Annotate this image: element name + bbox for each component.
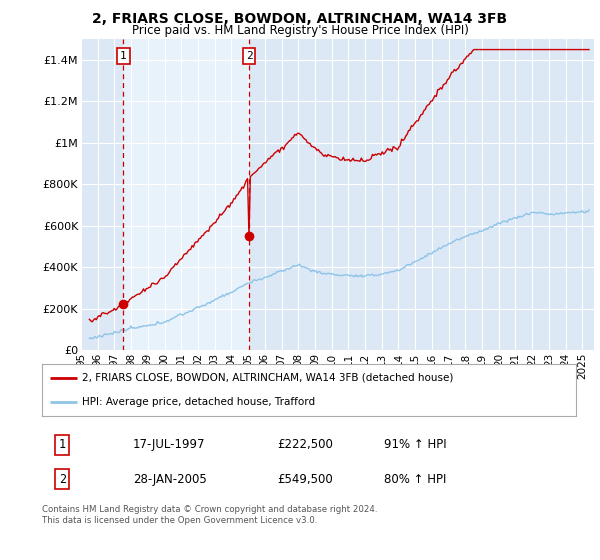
Text: 1: 1 (120, 51, 127, 61)
Text: 28-JAN-2005: 28-JAN-2005 (133, 473, 206, 486)
Text: £222,500: £222,500 (277, 438, 333, 451)
Text: HPI: Average price, detached house, Trafford: HPI: Average price, detached house, Traf… (82, 396, 315, 407)
Bar (124, 39, 249, 350)
Text: 2, FRIARS CLOSE, BOWDON, ALTRINCHAM, WA14 3FB: 2, FRIARS CLOSE, BOWDON, ALTRINCHAM, WA1… (92, 12, 508, 26)
Text: £549,500: £549,500 (277, 473, 333, 486)
Text: 2: 2 (59, 473, 66, 486)
Text: 2, FRIARS CLOSE, BOWDON, ALTRINCHAM, WA14 3FB (detached house): 2, FRIARS CLOSE, BOWDON, ALTRINCHAM, WA1… (82, 373, 454, 383)
Text: Price paid vs. HM Land Registry's House Price Index (HPI): Price paid vs. HM Land Registry's House … (131, 24, 469, 37)
Text: Contains HM Land Registry data © Crown copyright and database right 2024.
This d: Contains HM Land Registry data © Crown c… (42, 505, 377, 525)
Text: 17-JUL-1997: 17-JUL-1997 (133, 438, 205, 451)
Text: 91% ↑ HPI: 91% ↑ HPI (384, 438, 446, 451)
Text: 1: 1 (59, 438, 66, 451)
Text: 80% ↑ HPI: 80% ↑ HPI (384, 473, 446, 486)
Text: 2: 2 (246, 51, 253, 61)
